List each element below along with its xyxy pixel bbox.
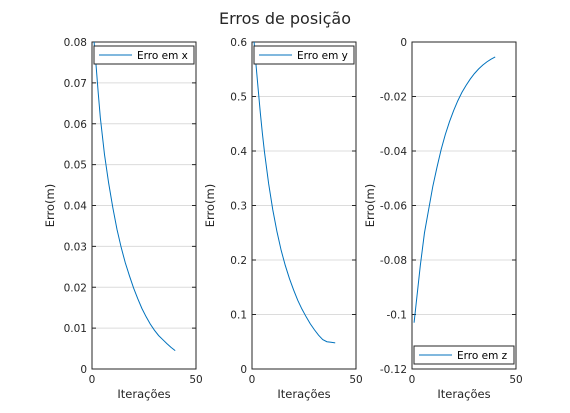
legend: Erro em y [253, 45, 355, 65]
subplot-2: 0 0.1 0.2 0.3 0.4 0.5 0.6 0 50 Iterações Erro(m) Er… [203, 37, 363, 401]
y-tick-label: 0.07 [64, 78, 87, 90]
legend-label: Erro em x [137, 50, 188, 62]
y-tick-label: 0 [240, 364, 247, 376]
y-tick-label: 0.08 [64, 37, 87, 49]
y-tick-label: 0 [400, 37, 407, 49]
y-tick-label: 0.05 [64, 160, 87, 172]
subplots: 0 0.01 0.02 0.03 0.04 0.05 0.06 0.07 0.08 0 50 Iter… [43, 37, 523, 401]
series-line-3 [413, 56, 496, 323]
y-tick-label: 0.02 [64, 282, 87, 294]
y-tick-label: 0.06 [64, 119, 88, 131]
y-tick-label: 0.03 [64, 241, 87, 253]
legend-box [253, 45, 355, 65]
x-axis-label: Iterações [277, 387, 330, 401]
legend-label: Erro em y [297, 50, 348, 62]
legend-box [93, 45, 195, 65]
x-axis-label: Iterações [437, 387, 490, 401]
series-line-2 [253, 41, 336, 344]
subplot-3: -0.12 -0.1 -0.08 -0.06 -0.04 -0.02 0 0 50 Iteraçõ… [363, 37, 523, 401]
y-tick-label: -0.02 [380, 92, 407, 104]
y-axis-label: Erro(m) [43, 184, 57, 227]
y-tick-label: 0.6 [230, 37, 247, 49]
y-tick-label: 0.01 [64, 323, 87, 335]
x-axis-label: Iterações [117, 387, 170, 401]
x-tick-label: 0 [249, 374, 256, 386]
y-tick-label: 0.2 [230, 255, 247, 267]
legend-label: Erro em z [457, 350, 508, 362]
x-tick-label: 0 [89, 374, 96, 386]
y-axis-label: Erro(m) [203, 184, 217, 227]
x-tick-label: 50 [349, 374, 362, 386]
y-axis-label: Erro(m) [363, 184, 377, 227]
legend-box [413, 345, 515, 365]
subplot-1: 0 0.01 0.02 0.03 0.04 0.05 0.06 0.07 0.08 0 50 Iter… [43, 37, 203, 401]
y-tick-label: 0.4 [230, 146, 247, 158]
x-tick-label: 0 [409, 374, 416, 386]
legend: Erro em x [93, 45, 195, 65]
y-tick-label: 0.3 [230, 201, 247, 213]
x-tick-label: 50 [509, 374, 522, 386]
series-line-1 [93, 41, 176, 352]
y-tick-label: 0.5 [230, 92, 247, 104]
y-tick-label: 0.1 [230, 310, 247, 322]
y-tick-label: -0.08 [380, 255, 407, 267]
y-tick-label: -0.12 [380, 364, 407, 376]
y-tick-label: -0.1 [387, 310, 408, 322]
y-tick-label: -0.06 [380, 201, 407, 213]
figure-title: Erros de posição [219, 9, 351, 28]
y-tick-label: -0.04 [380, 146, 407, 158]
y-tick-label: 0.04 [64, 201, 88, 213]
legend: Erro em z [413, 345, 515, 365]
y-tick-label: 0 [80, 364, 87, 376]
x-tick-label: 50 [189, 374, 202, 386]
